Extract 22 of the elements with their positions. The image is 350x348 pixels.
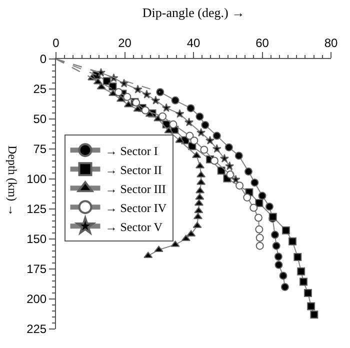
legend-label: → Sector I <box>105 144 158 158</box>
legend-label: → Sector IV <box>105 200 167 215</box>
y-tick-label: 200 <box>26 292 47 306</box>
x-tick-label: 60 <box>256 36 270 50</box>
y-tick-label: 175 <box>26 262 47 276</box>
y-tick-label: 75 <box>33 142 47 156</box>
y-tick-label: 100 <box>26 172 47 186</box>
y-tick-label: 0 <box>40 52 47 66</box>
x-tick-label: 0 <box>52 36 60 50</box>
y-tick-label: 150 <box>26 232 47 246</box>
legend-label: → Sector III <box>105 182 166 196</box>
y-tick-label: 50 <box>33 112 47 126</box>
y-axis-title: Depth (km) → <box>6 146 20 216</box>
y-tick-label: 25 <box>33 82 47 96</box>
legend-label: → Sector II <box>105 162 162 177</box>
x-tick-label: 40 <box>186 36 200 50</box>
x-tick-label: 20 <box>118 36 132 50</box>
y-tick-label: 125 <box>26 202 47 216</box>
y-tick-label: 225 <box>26 322 47 336</box>
x-tick-label: 80 <box>324 36 338 50</box>
x-axis-title: Dip-angle (deg.) → <box>142 5 245 20</box>
legend-label: → Sector V <box>105 220 163 234</box>
